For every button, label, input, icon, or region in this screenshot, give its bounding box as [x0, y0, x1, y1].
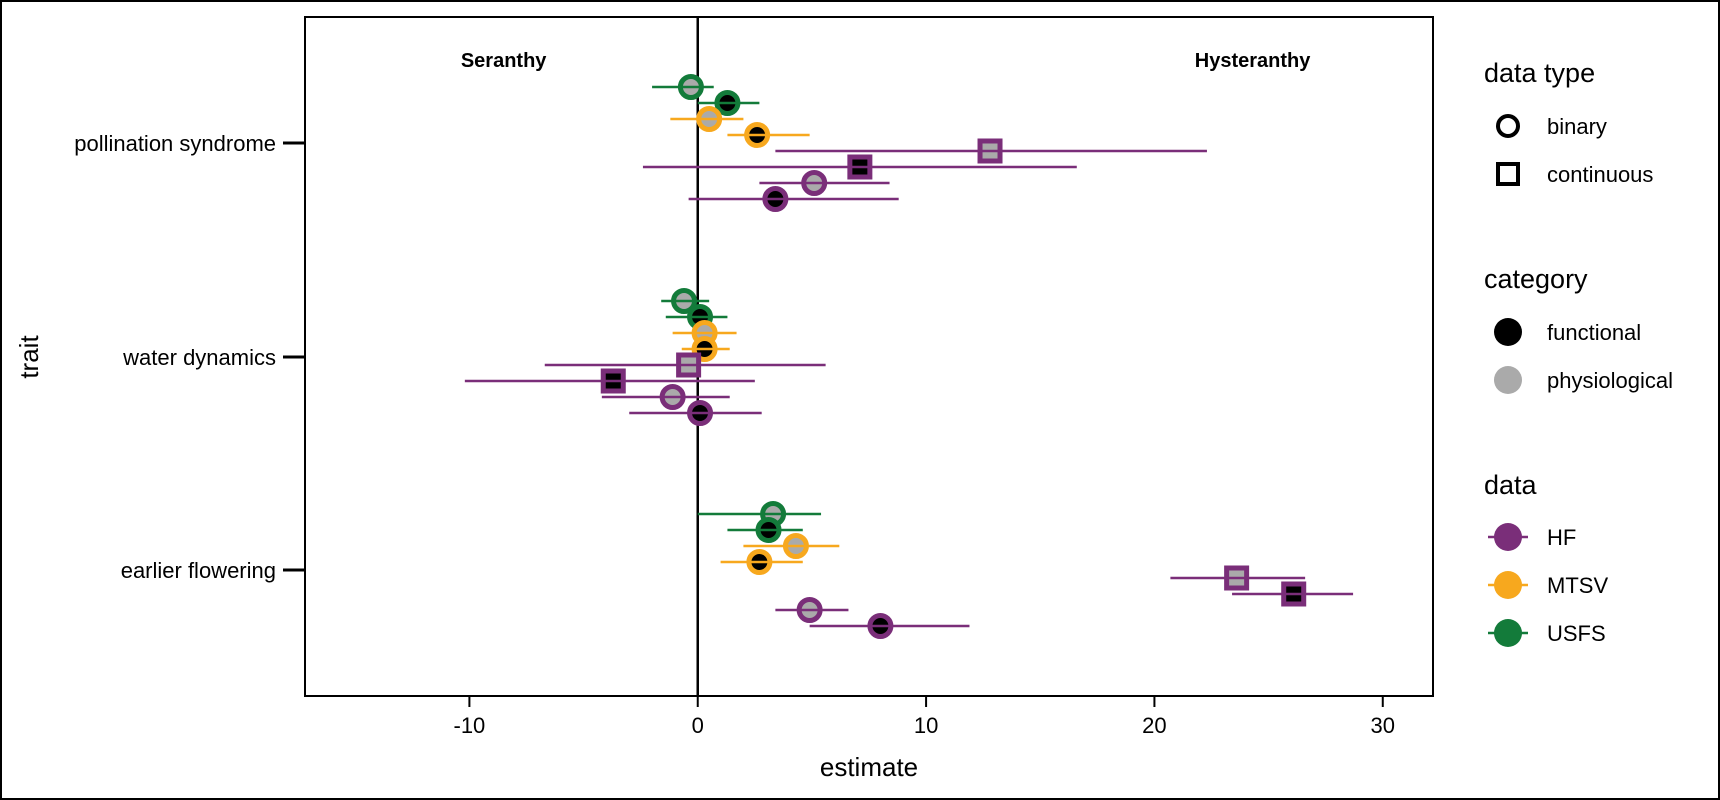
y-tick-label: water dynamics [122, 345, 276, 370]
legend: data type binary continuous category functio… [1484, 58, 1673, 647]
x-tick-label: 0 [692, 713, 704, 738]
legend-title: data type [1484, 58, 1595, 88]
legend-title: data [1484, 470, 1538, 500]
legend-key-square [1496, 162, 1520, 186]
legend-title: category [1484, 264, 1588, 294]
legend-key-dot [1494, 523, 1522, 551]
legend-key-circle [1496, 114, 1520, 138]
x-tick-label: 30 [1371, 713, 1395, 738]
data-point-hf-functional-continuous [1232, 581, 1354, 607]
legend-item-physiological: physiological [1494, 366, 1673, 394]
data-point-hf-functional-binary [629, 400, 762, 426]
legend-item-usfs: USFS [1488, 619, 1606, 647]
data-point-usfs-functional-binary [727, 517, 803, 543]
data-point-hf-functional-binary [688, 186, 899, 212]
data-point-mtsv-physiological-binary [670, 106, 744, 132]
legend-label: functional [1547, 320, 1641, 345]
data-point-usfs-physiological-binary [652, 74, 714, 100]
data-point-usfs-physiological-binary [661, 288, 710, 314]
data-point-hf-physiological-continuous [775, 138, 1207, 164]
data-point-mtsv-functional-binary [727, 122, 810, 148]
x-axis: -10 0 10 20 30 [454, 696, 1395, 738]
legend-item-functional: functional [1494, 318, 1641, 346]
legend-key-dot [1494, 619, 1522, 647]
legend-key-fill [1494, 366, 1522, 394]
legend-label: binary [1547, 114, 1607, 139]
legend-item-hf: HF [1488, 523, 1576, 551]
data-point-mtsv-functional-binary [720, 549, 803, 575]
data-point-hf-physiological-continuous [1170, 565, 1306, 591]
data-point-hf-functional-continuous [464, 368, 755, 394]
x-tick-label: 10 [914, 713, 938, 738]
legend-label: MTSV [1547, 573, 1608, 598]
x-tick-label: 20 [1142, 713, 1166, 738]
legend-label: HF [1547, 525, 1576, 550]
legend-item-mtsv: MTSV [1488, 571, 1608, 599]
legend-label: physiological [1547, 368, 1673, 393]
legend-item-binary: binary [1496, 114, 1607, 139]
annotation-seranthy: Seranthy [461, 50, 547, 72]
legend-key-dot [1494, 571, 1522, 599]
data-point-hf-physiological-binary [759, 170, 890, 196]
y-axis: pollination syndrome water dynamics earlie… [74, 131, 305, 583]
data-point-mtsv-physiological-binary [743, 533, 840, 559]
annotation-hysteranthy: Hysteranthy [1195, 50, 1311, 72]
y-axis-title: trait [14, 335, 44, 379]
data-point-hf-functional-binary [809, 613, 970, 639]
y-tick-label: earlier flowering [121, 558, 276, 583]
data-point-hf-physiological-binary [775, 597, 849, 623]
points-layer [464, 74, 1354, 639]
y-tick-label: pollination syndrome [74, 131, 276, 156]
x-tick-label: -10 [454, 713, 486, 738]
data-point-hf-physiological-continuous [544, 352, 826, 378]
data-point-hf-functional-continuous [642, 154, 1077, 180]
legend-label: USFS [1547, 621, 1606, 646]
legend-key-fill [1494, 318, 1522, 346]
data-point-hf-physiological-binary [601, 384, 730, 410]
data-point-usfs-functional-binary [697, 90, 760, 116]
legend-label: continuous [1547, 162, 1653, 187]
x-axis-title: estimate [820, 752, 918, 782]
legend-item-continuous: continuous [1496, 162, 1653, 187]
